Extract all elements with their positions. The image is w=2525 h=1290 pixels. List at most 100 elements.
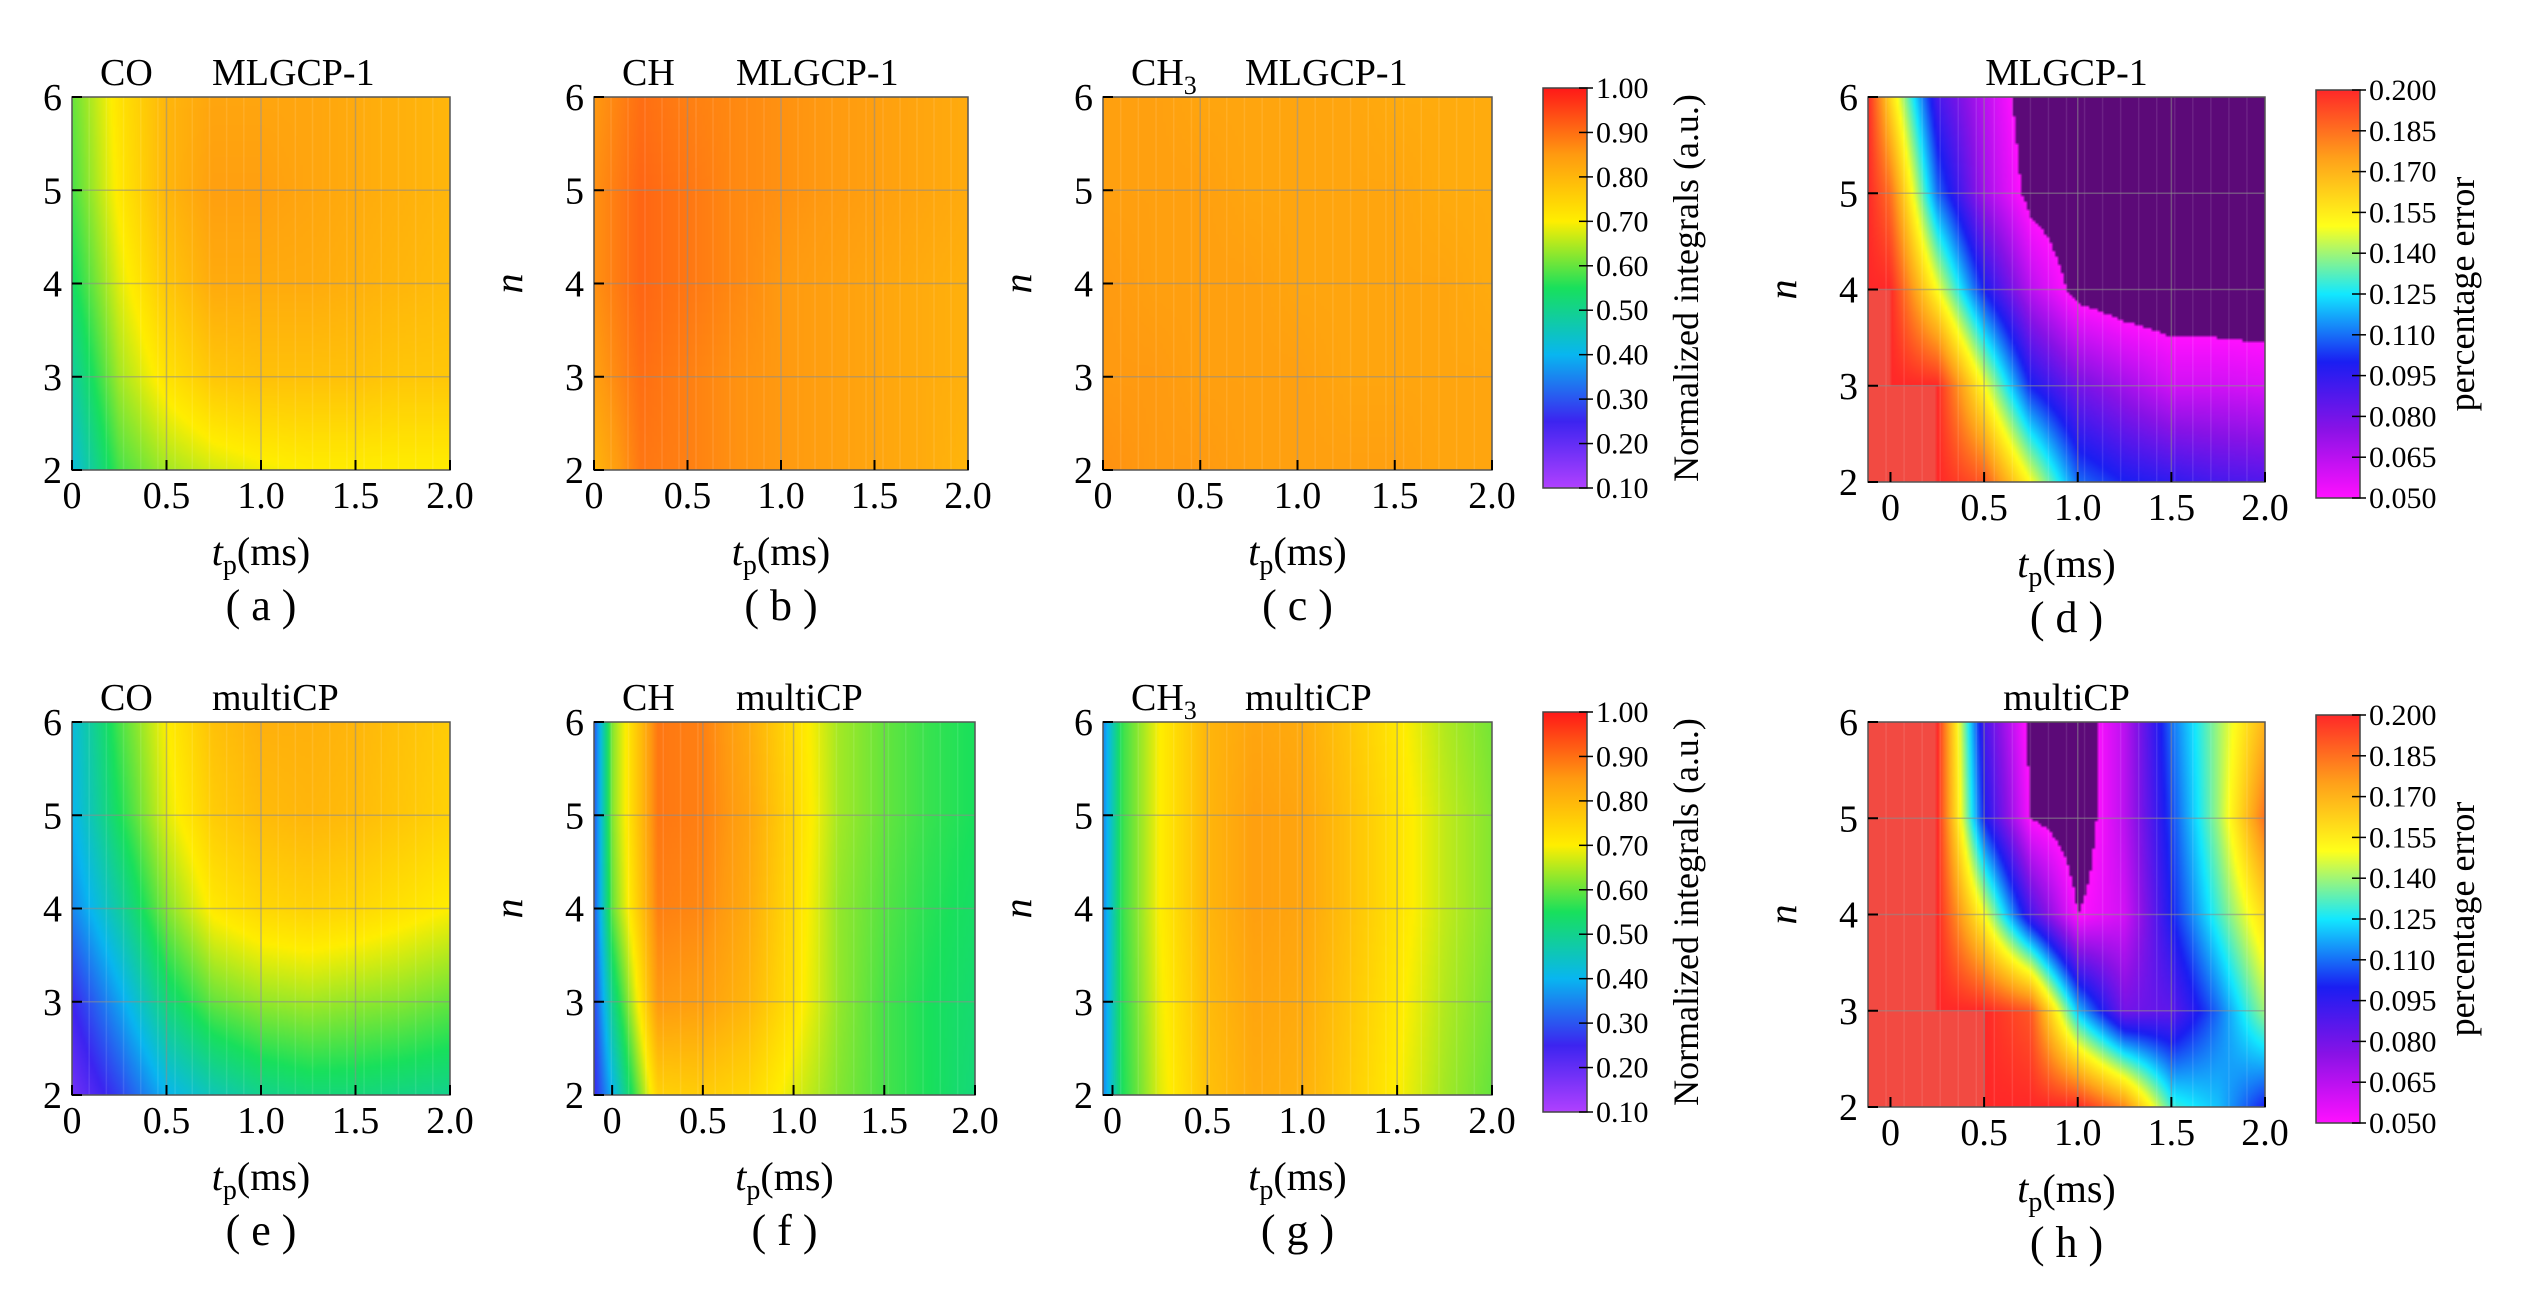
colorbar-tick-label: 0.70 [1596, 205, 1649, 238]
colorbar-tick-label: 0.10 [1596, 472, 1649, 505]
panel-label: ( b ) [744, 581, 817, 630]
x-tick-label: 2.0 [951, 1100, 999, 1142]
x-tick-label: 2.0 [1468, 475, 1516, 517]
x-tick-label: 1.0 [770, 1100, 818, 1142]
x-tick-label: 0 [1881, 487, 1900, 529]
colorbar-tick-label: 0.10 [1596, 1096, 1649, 1129]
panel-label: ( f ) [752, 1206, 818, 1255]
x-axis-label: tp(ms) [735, 1154, 833, 1206]
x-tick-label: 0.5 [1960, 487, 2008, 529]
x-tick-label: 0 [585, 475, 604, 517]
colorbar-tick-label: 0.20 [1596, 428, 1649, 461]
y-tick-label: 4 [1839, 895, 1858, 937]
panel-title-method: multiCP [736, 677, 863, 719]
x-tick-label: 1.0 [237, 1100, 285, 1142]
panel-label: ( h ) [2030, 1218, 2103, 1267]
colorbar-tick-label: 1.00 [1596, 696, 1649, 729]
panel-title-species: CH3 [1131, 677, 1197, 725]
x-axis-label: tp(ms) [732, 529, 830, 581]
x-tick-label: 0 [603, 1100, 622, 1142]
panel-label: ( g ) [1261, 1206, 1334, 1255]
y-tick-label: 3 [1839, 991, 1858, 1033]
colorbar-tick-label: 0.90 [1596, 740, 1649, 773]
y-tick-label: 6 [1839, 702, 1858, 744]
colorbar-tick-label: 0.200 [2369, 74, 2437, 107]
panel-title-method: multiCP [1245, 677, 1372, 719]
y-tick-label: 4 [1074, 264, 1093, 306]
panel-title-species: CH [622, 52, 675, 94]
x-tick-label: 1.5 [2148, 487, 2196, 529]
colorbar-gradient [1542, 711, 1588, 1113]
colorbar-tick-label: 0.065 [2369, 1066, 2437, 1099]
colorbar-tick-label: 0.90 [1596, 116, 1649, 149]
y-tick-label: 6 [1074, 77, 1093, 119]
x-tick-label: 2.0 [2241, 1112, 2289, 1154]
y-tick-label: 6 [1074, 702, 1093, 744]
y-tick-label: 4 [565, 889, 584, 931]
x-tick-label: 0.5 [1960, 1112, 2008, 1154]
x-tick-label: 2.0 [426, 1100, 474, 1142]
x-tick-label: 0 [63, 475, 82, 517]
x-tick-label: 1.5 [1371, 475, 1419, 517]
y-tick-label: 4 [43, 889, 62, 931]
colorbar-tick-label: 0.40 [1596, 963, 1649, 996]
y-axis-label: n [1760, 280, 1805, 300]
panel-title-species: CH [622, 677, 675, 719]
panel-title-species: CH3 [1131, 52, 1197, 100]
colorbar-tick-label: 0.185 [2369, 740, 2437, 773]
panel-title-method: multiCP [212, 677, 339, 719]
y-tick-label: 5 [1074, 170, 1093, 212]
y-axis-label: n [486, 899, 531, 919]
panel-h: 0 0.5 1.0 1.5 2.0 2 3 4 5 6 multiCP tp(ms) n ( h ) [1760, 677, 2289, 1267]
y-tick-label: 6 [43, 702, 62, 744]
y-tick-label: 6 [565, 702, 584, 744]
colorbar-tick-label: 0.60 [1596, 250, 1649, 283]
panel-g: 0 0.5 1.0 1.5 2.0 2 3 4 5 6 CH3 multiCP tp(ms) n ( g ) [995, 677, 1516, 1255]
panel-title-method: MLGCP-1 [736, 52, 899, 94]
colorbar-tick-label: 0.70 [1596, 829, 1649, 862]
colorbar-tick-label: 0.50 [1596, 918, 1649, 951]
x-axis-label: tp(ms) [212, 529, 310, 581]
colorbar-cb4: 0.200 0.185 0.170 0.155 0.140 0.125 0.110 0.095… [2315, 699, 2482, 1140]
y-tick-label: 3 [1074, 357, 1093, 399]
x-tick-label: 1.0 [757, 475, 805, 517]
y-axis-label: n [1760, 905, 1805, 925]
colorbar-tick-label: 0.60 [1596, 874, 1649, 907]
x-axis-label: tp(ms) [1248, 1154, 1346, 1206]
colorbar-tick-label: 0.170 [2369, 156, 2437, 189]
y-tick-label: 6 [43, 77, 62, 119]
colorbar-tick-label: 0.125 [2369, 903, 2437, 936]
colorbar-label: Normalized integrals (a.u.) [1666, 718, 1706, 1106]
y-tick-label: 3 [1074, 982, 1093, 1024]
y-axis-label: n [995, 274, 1040, 294]
x-tick-label: 1.5 [1373, 1100, 1421, 1142]
x-tick-label: 0.5 [143, 475, 191, 517]
x-tick-label: 0.5 [143, 1100, 191, 1142]
x-tick-label: 1.0 [237, 475, 285, 517]
x-axis-label: tp(ms) [212, 1154, 310, 1206]
y-axis-label: n [995, 899, 1040, 919]
colorbar-tick-label: 0.80 [1596, 785, 1649, 818]
x-axis-label: tp(ms) [1248, 529, 1346, 581]
y-tick-label: 3 [43, 357, 62, 399]
y-tick-label: 2 [1074, 1075, 1093, 1117]
x-tick-label: 0 [1103, 1100, 1122, 1142]
y-tick-label: 3 [565, 357, 584, 399]
x-tick-label: 1.5 [332, 475, 380, 517]
colorbar-tick-label: 0.050 [2369, 1107, 2437, 1140]
panel-label: ( e ) [226, 1206, 297, 1255]
y-tick-label: 5 [43, 795, 62, 837]
x-tick-label: 0.5 [1184, 1100, 1232, 1142]
x-axis-label: tp(ms) [2017, 1166, 2115, 1218]
y-tick-label: 5 [565, 170, 584, 212]
y-tick-label: 4 [565, 264, 584, 306]
y-tick-label: 4 [43, 264, 62, 306]
x-tick-label: 2.0 [426, 475, 474, 517]
colorbar-tick-label: 0.50 [1596, 294, 1649, 327]
y-tick-label: 2 [1839, 1087, 1858, 1129]
y-tick-label: 2 [1839, 462, 1858, 504]
y-tick-label: 2 [43, 1075, 62, 1117]
x-tick-label: 0 [1094, 475, 1113, 517]
x-tick-label: 1.5 [861, 1100, 909, 1142]
y-tick-label: 2 [1074, 450, 1093, 492]
